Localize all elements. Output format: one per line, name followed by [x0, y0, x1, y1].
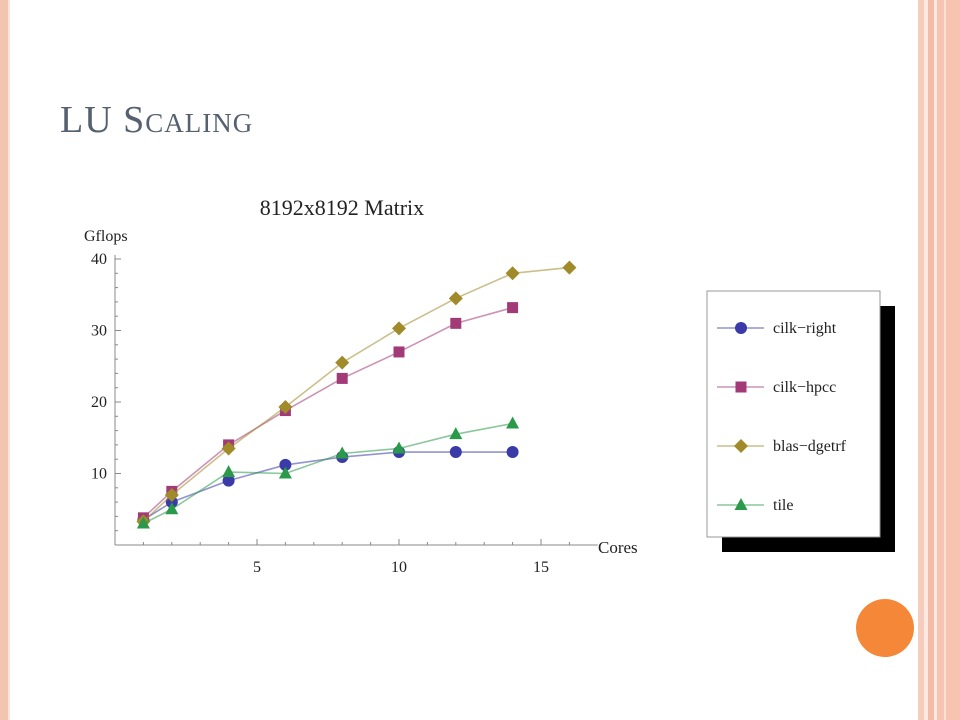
slide-title: LU Scaling	[60, 99, 254, 141]
y-tick-label: 10	[91, 466, 107, 483]
legend-box	[706, 290, 881, 538]
data-point	[507, 302, 519, 314]
x-tick-label: 15	[533, 559, 549, 576]
data-point	[505, 266, 520, 281]
data-point	[506, 416, 520, 429]
data-point	[392, 321, 406, 336]
right-border-stripe	[934, 0, 937, 720]
series-group	[136, 260, 577, 529]
data-point	[449, 427, 463, 440]
series-line	[143, 422, 513, 525]
data-point	[392, 441, 406, 454]
chart-title: 8192x8192 Matrix	[260, 195, 424, 220]
legend-entry: blas−dgetrf	[717, 438, 847, 455]
legend-entry: tile	[717, 497, 793, 514]
data-point	[222, 474, 235, 487]
right-border-stripe	[928, 0, 934, 720]
data-point	[449, 446, 462, 459]
data-point	[221, 441, 236, 456]
legend-marker	[734, 498, 748, 510]
series-line	[142, 306, 513, 519]
legend-entry: cilk−right	[717, 320, 837, 337]
data-point	[279, 458, 292, 471]
legend-marker	[734, 439, 748, 453]
legend-marker	[735, 322, 747, 334]
x-tick-label: 10	[391, 559, 407, 576]
data-point	[278, 466, 292, 479]
data-point	[164, 487, 179, 502]
legend-label: tile	[773, 497, 793, 514]
data-point	[506, 446, 519, 459]
data-point	[222, 465, 236, 478]
series-group	[136, 416, 520, 529]
data-point	[335, 355, 350, 370]
y-tick-label: 40	[91, 251, 107, 268]
data-point	[336, 372, 348, 384]
decorative-circle	[856, 599, 914, 657]
right-border-stripe	[937, 0, 960, 720]
legend-label: cilk−hpcc	[773, 379, 836, 396]
series-line	[142, 451, 513, 521]
data-point	[165, 502, 179, 515]
right-border-stripe	[918, 0, 924, 720]
left-border-inner	[8, 0, 10, 720]
data-point	[165, 496, 178, 509]
x-tick-label: 5	[253, 559, 261, 576]
right-border-stripe	[944, 0, 946, 720]
legend-marker	[735, 381, 747, 393]
data-point	[448, 291, 463, 306]
series-line	[142, 266, 570, 522]
legend-label: blas−dgetrf	[773, 438, 847, 455]
legend-label: cilk−right	[773, 320, 837, 337]
series-group	[137, 302, 519, 524]
data-point	[450, 317, 462, 329]
left-border	[0, 0, 8, 720]
y-tick-label: 20	[91, 394, 107, 411]
data-point	[393, 346, 405, 358]
legend-entry: cilk−hpcc	[717, 379, 836, 396]
data-point	[278, 400, 293, 415]
data-point	[136, 516, 150, 529]
data-point	[335, 446, 349, 459]
data-point	[562, 260, 577, 275]
y-tick-label: 30	[91, 323, 107, 340]
x-axis-label: Cores	[598, 538, 638, 557]
right-border-stripe	[924, 0, 928, 720]
y-axis-label: Gflops	[84, 228, 128, 245]
